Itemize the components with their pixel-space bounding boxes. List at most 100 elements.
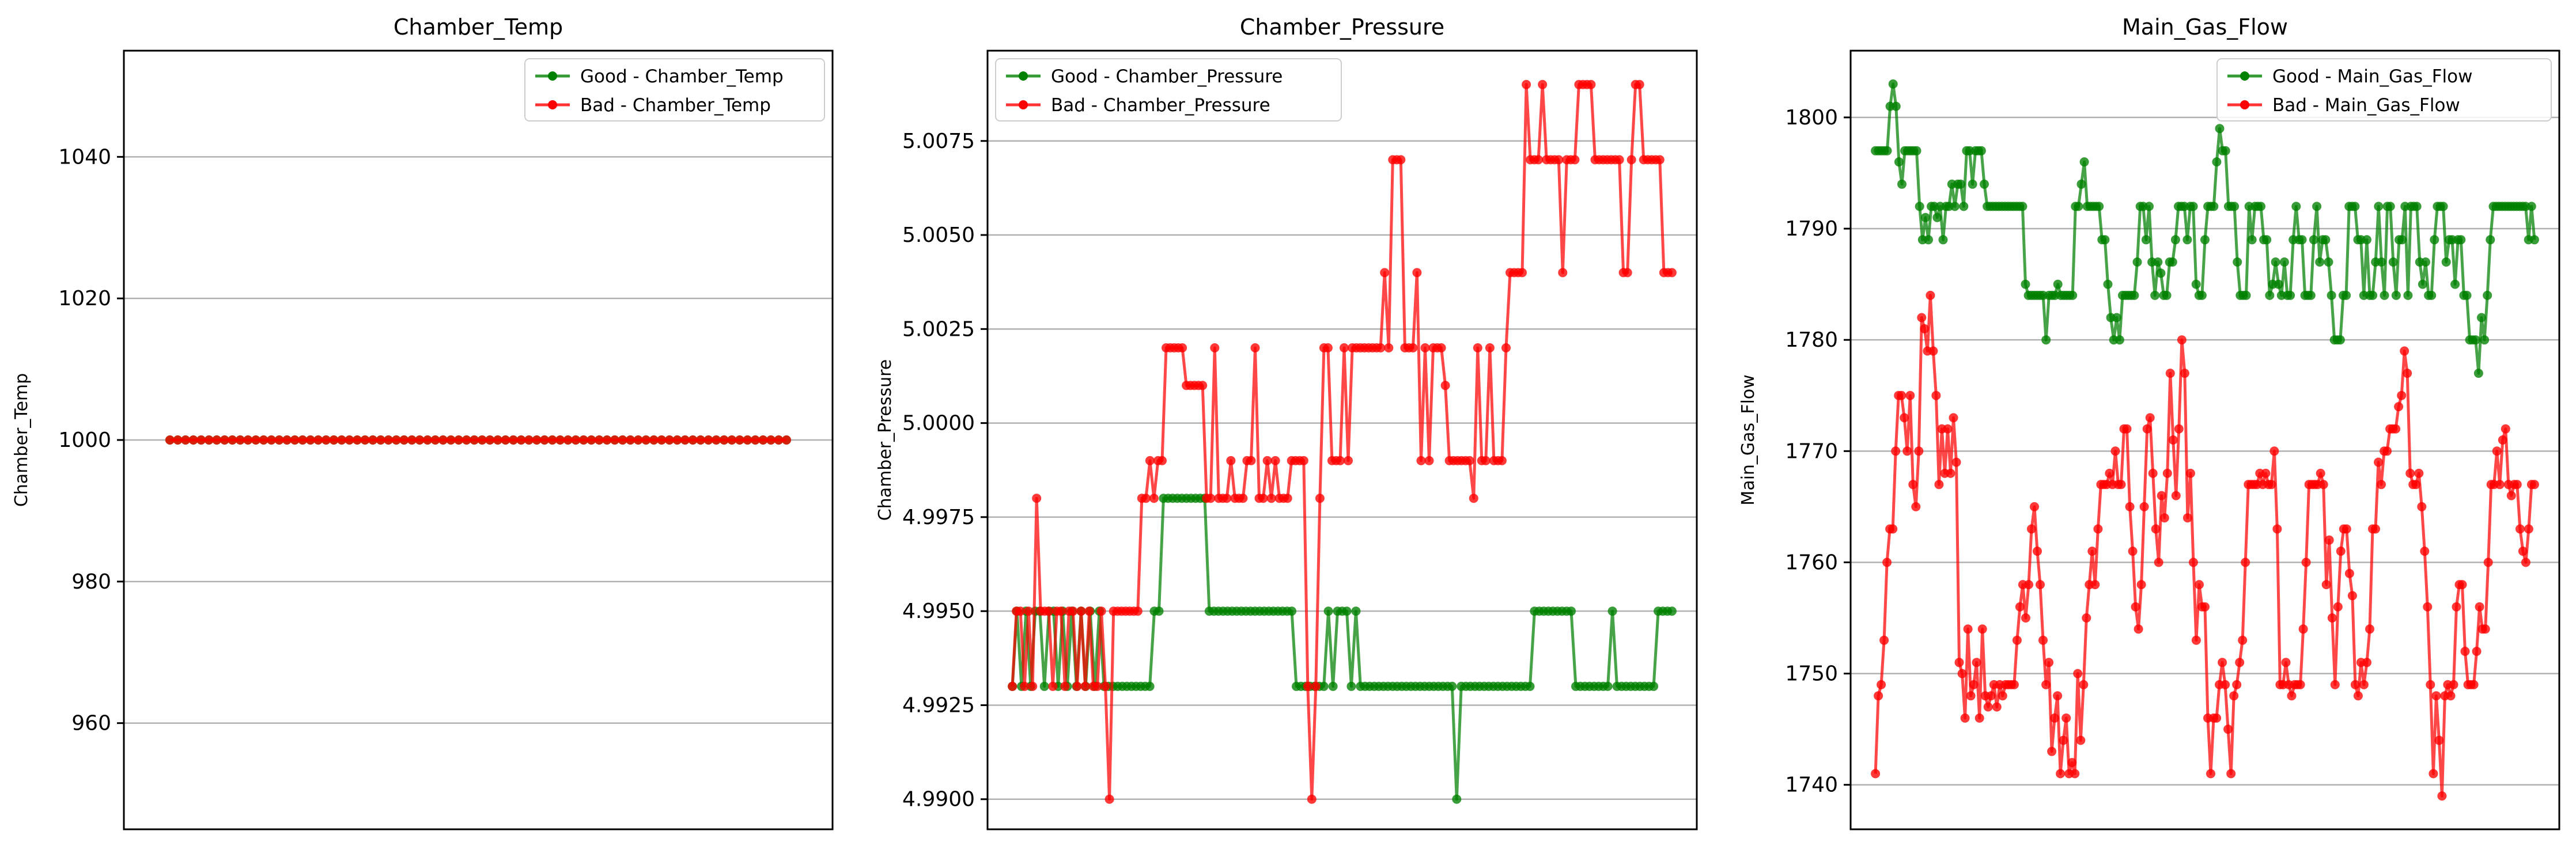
chart-title: Main_Gas_Flow	[2122, 14, 2288, 40]
data-point	[2212, 713, 2222, 723]
data-point	[1986, 691, 1996, 701]
data-point	[282, 435, 292, 445]
y-tick-label: 1780	[1785, 328, 1838, 352]
data-point	[2168, 257, 2177, 267]
data-point	[2261, 468, 2271, 478]
legend-label: Bad - Chamber_Temp	[580, 95, 771, 116]
data-point	[1871, 769, 1881, 779]
data-point	[1586, 79, 1596, 89]
data-point	[2265, 290, 2275, 300]
y-tick-label: 5.0000	[902, 412, 975, 435]
data-point	[2134, 624, 2143, 634]
data-point	[1976, 146, 1986, 155]
data-point	[2506, 491, 2516, 500]
data-point	[2498, 435, 2507, 445]
legend-box	[2216, 58, 2552, 122]
legend-box	[995, 58, 1342, 122]
data-point	[1649, 681, 1659, 691]
data-point	[2150, 290, 2160, 300]
data-point	[2512, 480, 2522, 490]
series-0	[1871, 79, 2539, 378]
data-point	[2068, 290, 2078, 300]
data-point	[2053, 691, 2063, 701]
data-point	[2073, 669, 2083, 678]
data-point	[2241, 290, 2251, 300]
data-point	[1246, 456, 1256, 465]
data-point	[2475, 602, 2484, 612]
data-point	[2477, 313, 2486, 323]
data-point	[2132, 257, 2142, 267]
data-point	[1497, 456, 1507, 465]
data-point	[2312, 202, 2322, 211]
data-point	[173, 435, 183, 445]
data-point	[1998, 691, 2007, 701]
data-point	[2094, 202, 2104, 211]
data-point	[2295, 680, 2305, 689]
data-point	[1141, 494, 1151, 503]
data-point	[1452, 794, 1462, 804]
data-point	[2116, 480, 2126, 490]
data-point	[2452, 602, 2461, 612]
data-point	[2177, 335, 2187, 345]
data-point	[1133, 606, 1143, 616]
data-point	[2232, 680, 2242, 689]
data-point	[212, 435, 222, 445]
data-point	[345, 435, 354, 445]
data-point	[1667, 268, 1677, 278]
data-point	[2110, 446, 2120, 456]
data-point	[1072, 681, 1082, 691]
data-point	[2431, 691, 2441, 701]
data-point	[2053, 279, 2063, 289]
data-point	[618, 435, 627, 445]
data-point	[2082, 613, 2091, 623]
data-point	[2518, 547, 2528, 556]
data-point	[2306, 290, 2316, 300]
data-point	[2267, 480, 2276, 490]
y-tick-label: 1020	[58, 287, 111, 310]
data-point	[1877, 680, 1886, 689]
plot-frame	[986, 50, 1698, 830]
data-point	[1145, 456, 1155, 465]
data-point	[2021, 279, 2030, 289]
data-point	[2321, 235, 2331, 245]
data-point	[1436, 343, 1446, 352]
data-point	[1956, 179, 1966, 189]
data-point	[2074, 202, 2083, 211]
data-point	[1622, 268, 1632, 278]
data-point	[2067, 758, 2077, 768]
y-tick-label: 1040	[58, 145, 111, 169]
data-point	[2426, 680, 2435, 689]
data-point	[2235, 658, 2245, 667]
data-point	[1879, 635, 1889, 645]
data-point	[462, 435, 471, 445]
data-point	[1900, 413, 1909, 423]
data-point	[384, 435, 394, 445]
data-point	[2529, 480, 2539, 490]
data-point	[2353, 691, 2363, 701]
data-point	[1968, 179, 1977, 189]
y-tick-label: 5.0025	[902, 317, 975, 341]
data-point	[2056, 769, 2066, 779]
data-point	[1518, 268, 1527, 278]
data-point	[2271, 257, 2280, 267]
data-point	[1570, 155, 1580, 165]
data-point	[1525, 681, 1535, 691]
data-point	[1894, 157, 1904, 167]
y-tick-label: 1750	[1785, 662, 1838, 686]
y-tick-label: 1740	[1785, 773, 1838, 797]
data-point	[1315, 494, 1325, 503]
data-point	[2139, 502, 2149, 511]
data-point	[2394, 402, 2404, 412]
data-point	[391, 435, 401, 445]
data-point	[2269, 446, 2279, 456]
data-point	[399, 435, 409, 445]
data-point	[2197, 290, 2207, 300]
data-point	[1966, 691, 1976, 701]
data-point	[1902, 446, 1912, 456]
data-point	[1951, 457, 1961, 467]
data-point	[305, 435, 315, 445]
data-point	[470, 435, 479, 445]
data-point	[2079, 157, 2089, 167]
data-point	[2371, 524, 2380, 534]
